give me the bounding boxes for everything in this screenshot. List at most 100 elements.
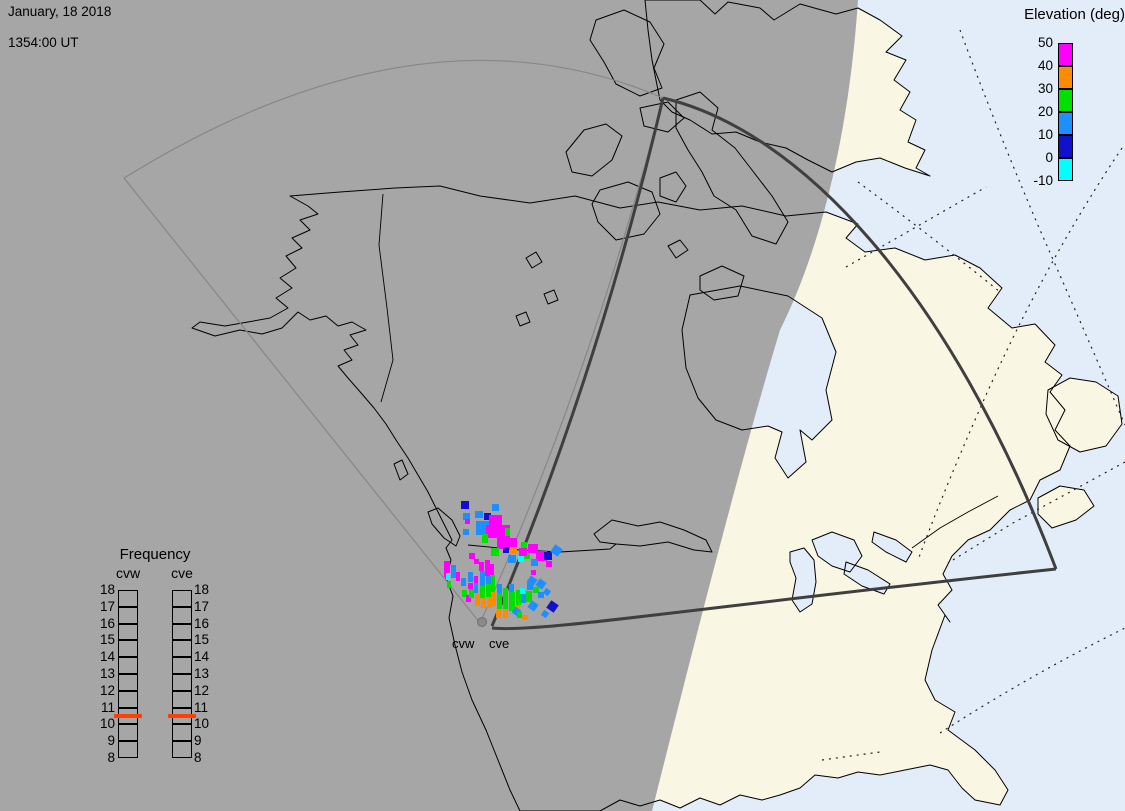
radar-echo-cell (522, 615, 528, 620)
frequency-legend: Frequency cvw cve 18 17 16 15 14 13 12 11 10 9 8 18… (95, 546, 220, 776)
radar-echo-cell (491, 548, 499, 556)
timestamp-block: January, 18 2018 1354:00 UT (8, 4, 111, 51)
radar-echo-cell (503, 609, 508, 618)
radar-echo-cell (465, 519, 470, 524)
radar-echo-cell (484, 513, 491, 520)
radar-echo-cell (468, 583, 473, 589)
frequency-scale-cell (172, 741, 192, 758)
radar-echo-cell (461, 578, 466, 586)
radar-echo-cell (521, 542, 527, 548)
frequency-tick-label: 17 (194, 598, 210, 614)
radar-echo-cell (469, 553, 475, 559)
radar-echo-cell (492, 592, 496, 606)
frequency-scale-cell (172, 690, 192, 708)
radar-echo-cell (520, 588, 525, 594)
frequency-scale-cell (118, 674, 138, 691)
frequency-tick-label: 9 (107, 733, 115, 749)
radar-echo-cell (550, 544, 563, 557)
radar-echo-cell (462, 590, 467, 597)
radar-echo-cell (444, 561, 450, 577)
radar-echo-cell (497, 538, 517, 549)
radar-echo-cell (451, 565, 456, 578)
frequency-tick-label: 13 (194, 666, 210, 681)
radar-cells (444, 501, 563, 620)
radar-echo-cell (492, 504, 499, 511)
radar-echo-cell (469, 589, 474, 598)
time-label: 1354:00 UT (8, 35, 79, 50)
radar-echo-cell (538, 592, 544, 598)
radar-echo-cell (481, 598, 486, 608)
frequency-marker (114, 714, 142, 718)
elevation-band (1058, 43, 1073, 66)
frequency-scale-cell (118, 623, 138, 641)
frequency-column-cvw: cvw (115, 565, 141, 581)
frequency-tick-label: 15 (99, 632, 115, 648)
frequency-marker (168, 714, 196, 718)
radar-echo-cell (508, 555, 516, 563)
radar-echo-cell (535, 578, 547, 590)
radar-echo-cell (486, 576, 491, 584)
frequency-tick-label: 18 (99, 582, 115, 597)
radar-echo-cell (509, 584, 514, 592)
elevation-tick-label: 30 (1037, 81, 1053, 96)
frequency-scale-cell (118, 724, 138, 742)
frequency-scale-cell (172, 640, 192, 658)
frequency-tick-label: 14 (194, 649, 210, 665)
radar-echo-cell (503, 588, 508, 609)
frequency-tick-label: 16 (99, 615, 115, 631)
radar-echo-cell (486, 525, 510, 538)
frequency-tick-label: 8 (194, 750, 202, 765)
frequency-tick-label: 13 (99, 666, 115, 681)
radar-echo-cell (542, 587, 552, 597)
frequency-tick-label: 17 (99, 598, 115, 614)
elevation-legend-title: Elevation (deg) (1024, 6, 1125, 23)
elevation-tick-label: 20 (1037, 104, 1053, 119)
radar-echo-cell (503, 547, 509, 553)
radar-echo-cell (474, 576, 478, 583)
radar-echo-cell (480, 571, 485, 586)
frequency-tick-label: 18 (194, 582, 210, 597)
frequency-tick-label: 8 (107, 750, 115, 765)
radar-echo-cell (486, 584, 491, 597)
frequency-tick-label: 10 (194, 716, 210, 732)
elevation-tick-label: -10 (1033, 173, 1053, 188)
frequency-scale-cell (118, 690, 138, 708)
radar-echo-cell (536, 551, 547, 561)
elevation-band (1058, 89, 1073, 112)
radar-echo-cell (528, 544, 538, 553)
radar-echo-cell (526, 575, 538, 587)
frequency-scale-cell (172, 657, 192, 674)
radar-echo-cell (468, 572, 473, 582)
radar-echo-cell (489, 515, 502, 525)
elevation-band (1058, 112, 1073, 135)
radar-echo-cell (485, 560, 490, 576)
frequency-tick-label: 16 (194, 615, 210, 631)
radar-echo-cell (531, 559, 538, 566)
frequency-tick-label: 12 (99, 682, 115, 698)
radar-echo-cell (546, 561, 552, 567)
radar-echo-cell (497, 584, 502, 593)
radar-echo-cell (527, 600, 539, 612)
frequency-scale-cell (118, 640, 138, 658)
frequency-tick-label: 14 (99, 649, 115, 665)
radar-echo-cell (461, 501, 469, 509)
frequency-scale-cell (172, 606, 192, 624)
frequency-column-cve: cve (171, 565, 193, 581)
radar-echo-cell (466, 595, 471, 602)
radar-echo-cell (487, 597, 492, 608)
radar-echo-cell (516, 590, 521, 605)
radar-echo-cell (517, 612, 522, 618)
elevation-band (1058, 66, 1073, 89)
elevation-band (1058, 135, 1073, 158)
radar-echo-cell (474, 559, 479, 564)
elevation-band (1058, 158, 1073, 181)
date-label: January, 18 2018 (8, 4, 112, 19)
radar-echo-cell (497, 593, 502, 609)
radar-echo-cell (482, 534, 488, 543)
frequency-tick-label: 15 (194, 632, 210, 648)
graticule-lines (821, 29, 1125, 761)
radar-echo-cell (544, 552, 552, 560)
radar-echo-cell (509, 592, 515, 611)
